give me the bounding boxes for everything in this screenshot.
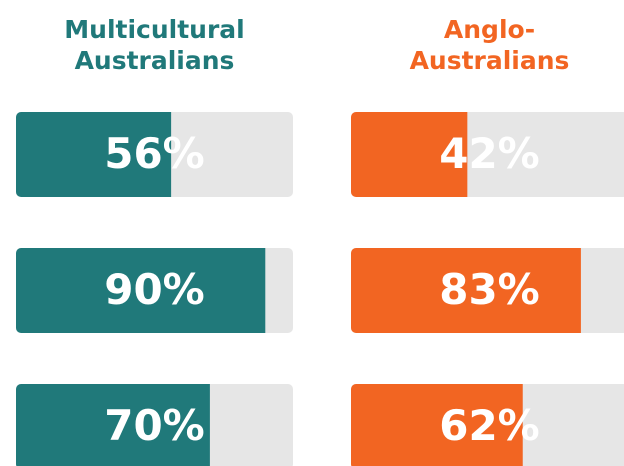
- bar: [351, 384, 523, 466]
- bar: [351, 112, 468, 197]
- value-label: 56%: [104, 129, 205, 178]
- value-label: 90%: [104, 265, 205, 314]
- bar: [351, 248, 581, 333]
- value-label: 70%: [104, 401, 205, 450]
- bar: [16, 384, 210, 466]
- bar: [16, 112, 172, 197]
- column-title: Anglo-Australians: [410, 15, 570, 75]
- column-title: Multicultural Australians: [64, 15, 244, 75]
- value-label: 62%: [439, 401, 540, 450]
- value-label: 83%: [439, 265, 540, 314]
- value-label: 42%: [439, 129, 540, 178]
- bar: [16, 248, 266, 333]
